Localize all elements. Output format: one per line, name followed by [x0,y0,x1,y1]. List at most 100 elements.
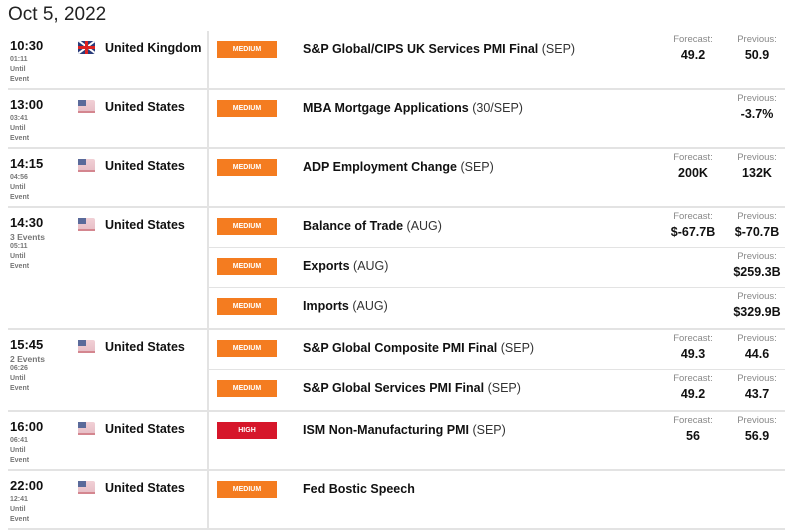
event-row[interactable]: MEDIUM S&P Global/CIPS UK Services PMI Fi… [209,31,785,88]
us-flag-icon [78,422,95,435]
country-name: United States [105,340,185,354]
until-label: Until [10,125,26,132]
event-time: 13:00 [10,97,44,112]
event-row[interactable]: HIGH ISM Non-Manufacturing PMI (SEP) Forec… [209,412,785,469]
previous: Previous: -3.7% [727,93,785,121]
previous: Previous: 132K [727,152,785,180]
page-date: Oct 5, 2022 [8,4,107,25]
event-row[interactable]: MEDIUM S&P Global Composite PMI Final (SE… [209,330,785,370]
event-title[interactable]: S&P Global/CIPS UK Services PMI Final (S… [303,42,575,56]
forecast: Forecast: 56 [663,415,723,443]
event-time: 15:45 [10,337,44,352]
previous-label: Previous: [737,251,777,262]
country-name: United States [105,159,185,173]
forecast-label: Forecast: [673,373,713,384]
countdown-time: 04:56 [10,174,28,181]
country-name: United States [105,422,185,436]
event-period: (SEP) [460,160,494,174]
event-name: Imports [303,299,349,313]
impact-badge: MEDIUM [217,100,277,117]
event-time: 22:00 [10,478,44,493]
event-period: (AUG) [352,299,388,313]
event-row[interactable]: MEDIUM Fed Bostic Speech [209,471,785,528]
event-row[interactable]: MEDIUM Exports (AUG) Previous: $259.3B [209,248,785,288]
event-list: MEDIUM ADP Employment Change (SEP) Forecas… [209,149,785,206]
flag-stripe [85,41,88,54]
countdown-time: 12:41 [10,496,28,503]
event-row[interactable]: MEDIUM S&P Global Services PMI Final (SEP… [209,370,785,410]
us-flag-icon [78,159,95,172]
previous-label: Previous: [737,34,777,45]
country-name: United States [105,100,185,114]
event-label: Event [10,76,30,83]
event-title[interactable]: Exports (AUG) [303,259,388,273]
previous-value: $259.3B [733,265,781,279]
previous-value: $-70.7B [734,225,780,239]
event-title[interactable]: S&P Global Composite PMI Final (SEP) [303,341,534,355]
event-group: 14:15 04:56 Until Event United States MEDIUM A… [8,149,785,208]
country-name: United Kingdom [105,41,202,55]
event-count: 3 Events [10,232,45,242]
previous-label: Previous: [737,211,777,222]
event-group: 15:45 2 Events 06:26 Until Event United State… [8,330,785,412]
event-row[interactable]: MEDIUM MBA Mortgage Applications (30/SEP)… [209,90,785,147]
event-group-info: 22:00 12:41 Until Event United States [8,471,209,528]
countdown: 03:41 Until Event [10,114,29,144]
event-group-info: 14:15 04:56 Until Event United States [8,149,209,206]
event-period: (SEP) [472,423,506,437]
event-name: MBA Mortgage Applications [303,101,469,115]
impact-badge: MEDIUM [217,218,277,235]
event-period: (SEP) [487,381,521,395]
event-row[interactable]: MEDIUM Balance of Trade (AUG) Forecast: $-6… [209,208,785,248]
event-list: MEDIUM Fed Bostic Speech [209,471,785,528]
previous-label: Previous: [737,373,777,384]
event-label: Event [10,516,30,523]
countdown-time: 06:41 [10,437,28,444]
event-row[interactable]: MEDIUM ADP Employment Change (SEP) Forecas… [209,149,785,206]
event-period: (AUG) [353,259,389,273]
event-list: MEDIUM S&P Global/CIPS UK Services PMI Fi… [209,31,785,88]
previous-value: 44.6 [744,347,770,361]
event-title[interactable]: S&P Global Services PMI Final (SEP) [303,381,521,395]
until-label: Until [10,253,26,260]
impact-badge: MEDIUM [217,481,277,498]
previous-label: Previous: [737,152,777,163]
forecast-value: $-67.7B [670,225,716,239]
previous-value: $329.9B [733,305,781,319]
countdown: 04:56 Until Event [10,173,29,203]
previous-label: Previous: [737,415,777,426]
event-group-info: 13:00 03:41 Until Event United States [8,90,209,147]
countdown: 3 Events 05:11 Until Event [10,232,45,272]
event-title[interactable]: Imports (AUG) [303,299,388,313]
event-time: 14:15 [10,156,44,171]
event-group-info: 15:45 2 Events 06:26 Until Event United State… [8,330,209,410]
forecast-value: 200K [678,166,708,180]
event-name: S&P Global Composite PMI Final [303,341,498,355]
country-name: United States [105,481,185,495]
forecast: Forecast: 49.2 [663,34,723,62]
impact-badge: MEDIUM [217,258,277,275]
countdown: 12:41 Until Event [10,495,29,525]
event-name: ADP Employment Change [303,160,457,174]
event-row[interactable]: MEDIUM Imports (AUG) Previous: $329.9B [209,288,785,328]
event-title[interactable]: Balance of Trade (AUG) [303,219,442,233]
us-flag-icon [78,100,95,113]
event-title[interactable]: MBA Mortgage Applications (30/SEP) [303,101,523,115]
event-period: (AUG) [406,219,442,233]
event-title[interactable]: Fed Bostic Speech [303,482,415,496]
forecast-label: Forecast: [673,34,713,45]
forecast-label: Forecast: [673,415,713,426]
event-title[interactable]: ISM Non-Manufacturing PMI (SEP) [303,423,506,437]
event-group-info: 14:30 3 Events 05:11 Until Event United State… [8,208,209,328]
previous: Previous: 43.7 [727,373,785,401]
event-title[interactable]: ADP Employment Change (SEP) [303,160,494,174]
event-list: HIGH ISM Non-Manufacturing PMI (SEP) Forec… [209,412,785,469]
uk-flag-icon [78,41,95,54]
event-list: MEDIUM S&P Global Composite PMI Final (SE… [209,330,785,410]
until-label: Until [10,506,26,513]
previous: Previous: $259.3B [727,251,785,279]
forecast: Forecast: 49.2 [663,373,723,401]
event-time: 10:30 [10,38,44,53]
previous: Previous: $329.9B [727,291,785,319]
previous: Previous: 56.9 [727,415,785,443]
